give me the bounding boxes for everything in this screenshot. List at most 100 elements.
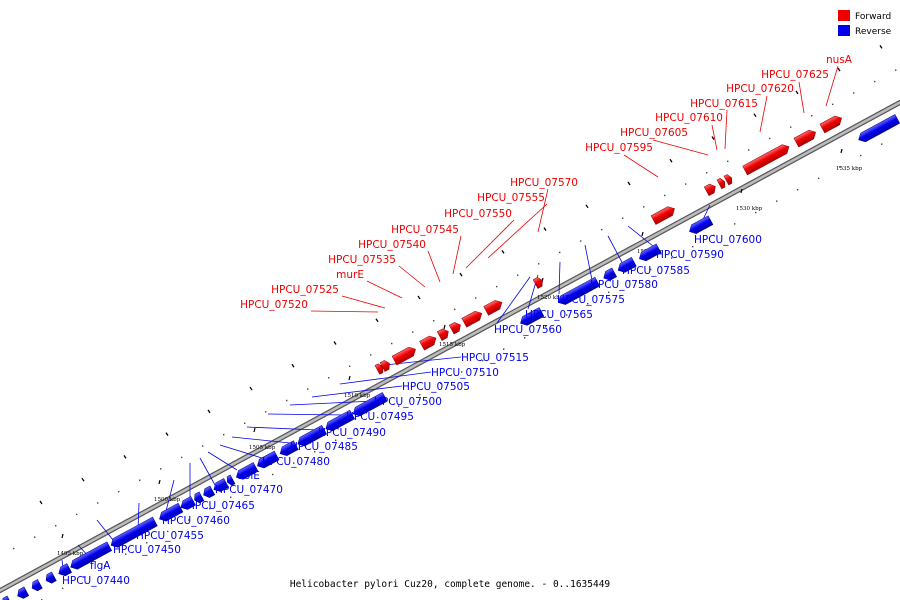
forward-leader-line <box>652 139 709 156</box>
reverse-gene-arrow <box>617 257 637 273</box>
reverse-gene-label: HPCU_07440 <box>62 575 130 587</box>
forward-gene-label: HPCU_07525 <box>271 284 339 296</box>
reverse-gene-label: HPCU_07510 <box>431 367 499 379</box>
reverse-leader-line <box>207 451 238 471</box>
forward-gene-label: HPCU_07545 <box>391 224 459 236</box>
reverse-gene-arrow <box>213 478 229 492</box>
reverse-leader-line <box>246 426 319 431</box>
reverse-gene-label: HPCU_07490 <box>318 427 386 439</box>
reverse-leader-line <box>199 457 216 486</box>
forward-gene-arrow <box>723 174 733 186</box>
forward-gene-arrow <box>448 322 461 335</box>
reverse-gene-arrow <box>194 491 205 504</box>
forward-leader-line <box>798 81 805 114</box>
reverse-gene-arrow <box>639 243 662 262</box>
reverse-gene-label: HPCU_07585 <box>622 265 690 277</box>
legend-reverse-label: Reverse <box>855 27 892 37</box>
legend: Forward Reverse <box>838 10 892 37</box>
reverse-gene-arrow <box>180 496 196 510</box>
tick-label: 1495 kbp <box>57 551 84 557</box>
tick-label: 1510 kbp <box>344 393 371 399</box>
forward-leader-line <box>759 95 768 133</box>
scale-tick: 1535 kbp <box>836 148 863 172</box>
reverse-gene-arrow <box>2 595 13 600</box>
reverse-leader-line <box>311 385 403 398</box>
reverse-gene-label: HPCU_07600 <box>694 234 762 246</box>
forward-gene-arrow <box>379 360 390 372</box>
tick-label: 1505 kbp <box>249 445 276 451</box>
reverse-gene-arrow <box>325 409 355 432</box>
forward-leader-line <box>825 65 839 107</box>
forward-leader-line <box>487 203 548 259</box>
reverse-gene-arrow <box>236 462 259 480</box>
scale-dots <box>13 44 897 600</box>
reverse-gene-arrow <box>159 502 184 522</box>
forward-gene-arrow <box>793 129 816 148</box>
forward-gene-label: HPCU_07615 <box>690 98 758 110</box>
reverse-gene-arrow <box>226 474 236 486</box>
forward-gene-label: nusA <box>826 54 853 66</box>
forward-gene-arrow <box>650 206 675 225</box>
genome-caption: Helicobacter pylori Cuz20, complete geno… <box>290 579 611 590</box>
forward-gene-arrow <box>819 115 842 134</box>
reverse-gene-label: HPCU_07495 <box>346 411 414 423</box>
forward-gene-arrow <box>532 277 543 289</box>
forward-gene-label: HPCU_07535 <box>328 254 396 266</box>
forward-leader-line <box>310 310 379 313</box>
reverse-gene-label: flgA <box>90 560 111 572</box>
reverse-gene-label: HPCU_07480 <box>262 456 330 468</box>
scale-tick: 1530 kbp <box>736 188 763 212</box>
reverse-leader-line <box>267 413 347 416</box>
genome-backbone <box>0 99 900 594</box>
scale-tick: 1510 kbp <box>344 375 371 399</box>
forward-gene-label: HPCU_07570 <box>510 177 578 189</box>
tick-label: 1535 kbp <box>836 166 863 172</box>
forward-leader-line <box>398 265 426 288</box>
reverse-gene-arrow <box>858 114 900 143</box>
reverse-gene-label: HPCU_07580 <box>590 279 658 291</box>
scale-tick: 1515 kbp <box>439 324 466 348</box>
reverse-gene-label: HPCU_07485 <box>290 441 358 453</box>
reverse-gene-arrow <box>558 276 601 305</box>
reverse-gene-arrow <box>257 450 280 469</box>
forward-gene-label: HPCU_07605 <box>620 127 688 139</box>
forward-gene-arrow <box>716 177 726 190</box>
forward-leader-line <box>427 250 441 283</box>
forward-gene-label: HPCU_07620 <box>726 83 794 95</box>
forward-leader-line <box>724 109 728 150</box>
forward-gene-label: HPCU_07550 <box>444 208 512 220</box>
forward-gene-arrow <box>391 346 416 366</box>
forward-gene-label: HPCU_07540 <box>358 239 426 251</box>
scale-tick: 1500 kbp <box>154 479 181 503</box>
legend-forward-swatch <box>838 10 850 21</box>
reverse-gene-arrow <box>603 267 617 281</box>
forward-gene-arrow <box>742 144 790 176</box>
reverse-leader-line <box>558 261 561 295</box>
reverse-leader-line <box>219 444 263 459</box>
forward-gene-label: HPCU_07555 <box>477 192 545 204</box>
forward-leader-line <box>341 295 386 309</box>
tick-label: 1500 kbp <box>154 497 181 503</box>
tick-label: 1520 kbp <box>537 295 564 301</box>
reverse-leader-line <box>231 436 291 444</box>
forward-gene-arrow <box>436 328 449 341</box>
scale-tick: 1495 kbp <box>57 533 84 557</box>
scale-tick: 1505 kbp <box>249 427 276 451</box>
forward-leader-line <box>366 280 403 299</box>
forward-gene-arrow <box>703 183 716 197</box>
reverse-gene-arrow <box>110 516 158 548</box>
reverse-gene-arrow <box>17 586 30 599</box>
reverse-gene-label: HPCU_07515 <box>461 352 529 364</box>
reverse-leader-line <box>607 235 625 267</box>
forward-gene-label: murE <box>336 269 364 281</box>
reverse-gene-arrow <box>31 579 43 592</box>
reverse-leader-line <box>496 276 531 324</box>
reverse-gene-arrow <box>58 563 72 577</box>
forward-leader-line <box>537 188 549 233</box>
legend-reverse-swatch <box>838 25 850 36</box>
forward-gene-arrow <box>374 363 384 375</box>
reverse-gene-arrow <box>352 392 388 417</box>
reverse-gene-arrow <box>689 215 714 234</box>
forward-gene-label: HPCU_07520 <box>240 299 308 311</box>
forward-gene-label: HPCU_07625 <box>761 69 829 81</box>
